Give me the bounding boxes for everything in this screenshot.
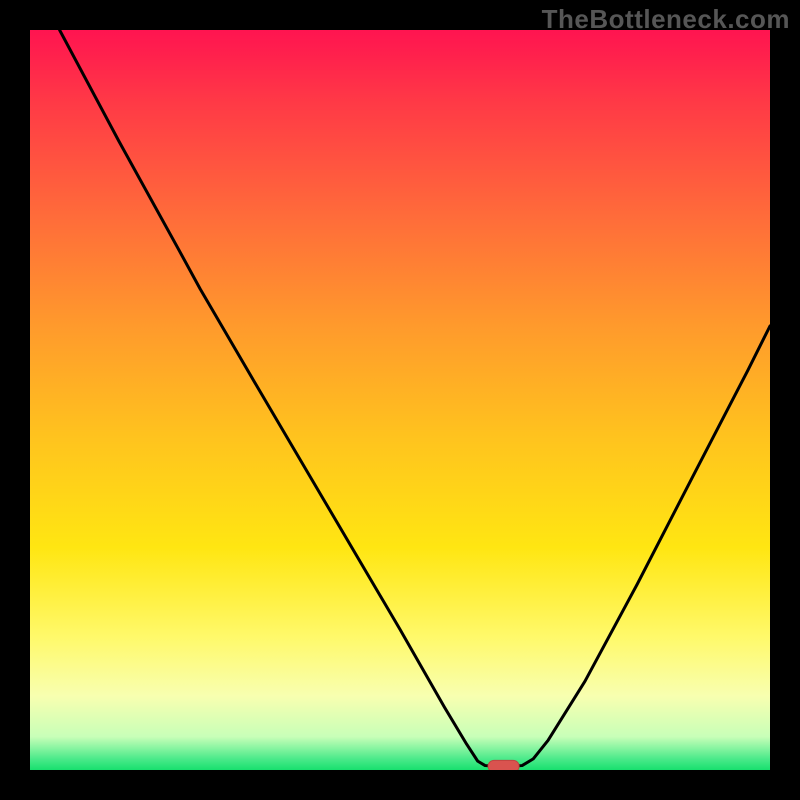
gradient-background — [30, 30, 770, 770]
optimum-marker — [488, 760, 519, 770]
plot-area — [30, 30, 770, 770]
bottleneck-chart-svg — [30, 30, 770, 770]
chart-frame: TheBottleneck.com — [0, 0, 800, 800]
